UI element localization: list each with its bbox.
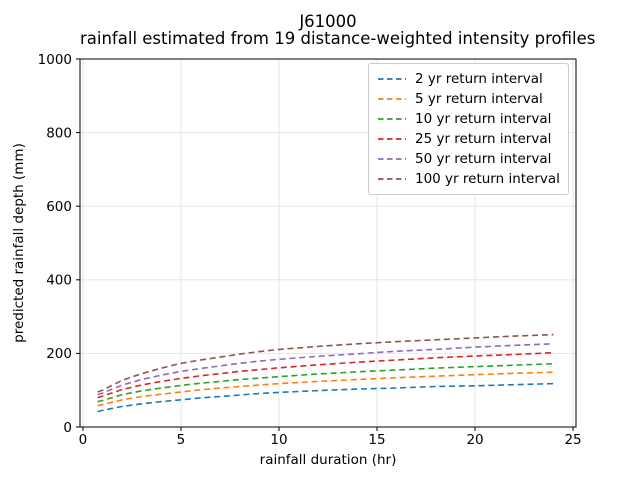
y-tick-label: 200 [46, 346, 72, 362]
legend-line-sample [378, 178, 406, 180]
legend: 2 yr return interval 5 yr return interval… [368, 63, 569, 195]
series-line [97, 351, 554, 399]
x-tick-label: 0 [79, 432, 88, 448]
legend-item: 2 yr return interval [377, 69, 560, 89]
series-line [97, 362, 554, 403]
plot-frame [79, 58, 577, 428]
series-line [97, 382, 554, 413]
chart-subtitle: rainfall estimated from 19 distance-weig… [80, 29, 596, 48]
legend-line-sample [378, 118, 406, 120]
series-line [97, 333, 554, 393]
legend-line-sample [378, 78, 406, 80]
legend-label: 50 yr return interval [415, 151, 552, 167]
x-tick-label: 15 [368, 432, 385, 448]
y-tick-label: 600 [46, 199, 72, 215]
series-line [97, 371, 554, 407]
legend-line-sample [378, 158, 406, 160]
x-axis-label: rainfall duration (hr) [259, 452, 397, 468]
legend-line-sample [378, 138, 406, 140]
legend-item: 50 yr return interval [377, 149, 560, 169]
legend-item: 10 yr return interval [377, 109, 560, 129]
chart-title: J61000 [299, 12, 357, 31]
legend-item: 25 yr return interval [377, 129, 560, 149]
y-tick-label: 1000 [38, 52, 72, 68]
legend-label: 2 yr return interval [415, 71, 543, 87]
x-tick-label: 10 [270, 432, 287, 448]
series-line [97, 343, 554, 396]
legend-item: 100 yr return interval [377, 169, 560, 189]
chart-title-block: J61000 rainfall estimated from 19 distan… [80, 12, 596, 48]
y-tick-label: 800 [46, 125, 72, 141]
legend-line-sample [378, 98, 406, 100]
y-tick-label: 0 [63, 420, 72, 436]
legend-label: 10 yr return interval [415, 111, 552, 127]
x-tick-label: 25 [564, 432, 581, 448]
legend-label: 5 yr return interval [415, 91, 543, 107]
legend-label: 25 yr return interval [415, 131, 552, 147]
legend-item: 5 yr return interval [377, 89, 560, 109]
x-tick-label: 5 [177, 432, 186, 448]
x-tick-label: 20 [466, 432, 483, 448]
legend-label: 100 yr return interval [415, 171, 560, 187]
y-axis-label: predicted rainfall depth (mm) [11, 143, 27, 343]
y-tick-label: 400 [46, 273, 72, 289]
